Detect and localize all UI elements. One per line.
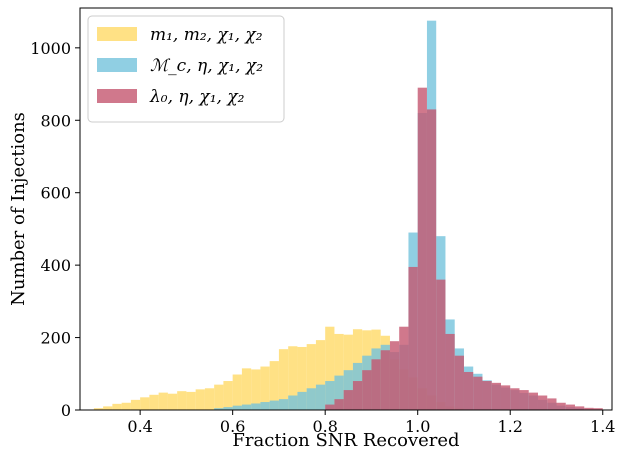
- histogram-bar: [352, 381, 363, 410]
- histogram-bar: [473, 376, 483, 410]
- y-tick-label: 800: [40, 111, 71, 130]
- histogram-bar: [204, 388, 215, 410]
- legend-swatch: [97, 58, 137, 72]
- histogram-bar: [260, 402, 270, 410]
- histogram-bar: [112, 403, 122, 410]
- histogram-bar: [500, 385, 511, 410]
- histogram-bar: [537, 395, 548, 410]
- histogram-bar: [121, 402, 131, 410]
- histogram-bar: [103, 406, 113, 410]
- histogram-bar: [547, 398, 557, 410]
- histogram-bar: [371, 359, 381, 410]
- histogram-bar: [288, 346, 298, 410]
- x-tick-label: 0.6: [220, 417, 245, 436]
- legend-label: m₁, m₂, χ₁, χ₂: [150, 25, 263, 45]
- legend-swatch: [97, 27, 137, 41]
- histogram-bar: [334, 399, 344, 410]
- histogram-bar: [325, 381, 335, 410]
- histogram-bar: [214, 408, 224, 410]
- histogram-bar: [278, 349, 289, 410]
- series-2-bars: [325, 87, 603, 411]
- histogram-bar: [362, 370, 372, 410]
- x-tick-label: 1.2: [497, 417, 522, 436]
- histogram-bar: [491, 382, 501, 410]
- histogram-bar: [325, 404, 335, 410]
- histogram-bar: [593, 408, 603, 410]
- histogram-bar: [288, 395, 298, 410]
- histogram-bar: [149, 394, 159, 410]
- x-tick-label: 1.0: [405, 417, 430, 436]
- histogram-bar: [306, 388, 316, 410]
- legend-label: λ₀, η, χ₁, χ₂: [149, 87, 245, 107]
- histogram-bar: [510, 388, 520, 410]
- histogram-bar: [565, 404, 575, 410]
- y-tick-label: 600: [40, 184, 71, 203]
- y-tick-label: 400: [40, 256, 71, 275]
- histogram-bar: [454, 355, 464, 410]
- histogram-bar: [417, 87, 427, 411]
- histogram-bar: [93, 408, 104, 410]
- legend-swatch: [97, 89, 137, 103]
- histogram-bar: [297, 391, 307, 410]
- histogram-bar: [241, 404, 252, 410]
- legend: m₁, m₂, χ₁, χ₂ ℳ_c, η, χ₁, χ₂ λ₀, η, χ₁, χ…: [87, 15, 285, 123]
- histogram-bar: [297, 346, 307, 410]
- histogram-bar: [334, 333, 344, 410]
- plot-frame: [79, 7, 613, 411]
- y-axis-label: Number of Injections: [8, 112, 29, 306]
- histogram-bar: [158, 392, 168, 410]
- histogram-bar: [177, 391, 187, 410]
- histogram-bar: [269, 400, 279, 410]
- histogram-bar: [130, 399, 141, 410]
- histogram-bar: [140, 397, 150, 410]
- histogram-bar: [232, 405, 242, 410]
- histogram-bar: [399, 326, 409, 410]
- histogram-bar: [186, 391, 196, 410]
- histogram-bar: [463, 371, 474, 410]
- histogram-bar: [251, 369, 261, 410]
- histogram-bar: [574, 406, 585, 410]
- histogram-bar: [325, 326, 335, 410]
- x-tick-label: 0.8: [312, 417, 337, 436]
- histogram-bar: [315, 340, 326, 410]
- histogram-bar: [389, 341, 400, 410]
- histogram-bar: [380, 350, 390, 410]
- histogram-bar: [167, 393, 178, 410]
- histogram-bar: [445, 333, 455, 410]
- histogram-bar: [436, 279, 446, 410]
- histogram-bar: [269, 361, 279, 410]
- x-tick-label: 0.4: [127, 417, 152, 436]
- bars-layer: [93, 20, 603, 411]
- histogram-bar: [232, 374, 242, 410]
- histogram-bar: [223, 407, 233, 410]
- y-tick-label: 0: [61, 401, 71, 420]
- histogram-bar: [251, 403, 261, 410]
- histogram-bar: [426, 109, 437, 411]
- histogram-bar: [315, 384, 326, 410]
- histogram-bar: [343, 390, 353, 410]
- y-tick-label: 200: [40, 329, 71, 348]
- histogram-bar: [306, 344, 316, 410]
- y-tick-label: 1000: [30, 39, 71, 58]
- histogram-bar: [241, 368, 252, 410]
- histogram-bar: [528, 392, 538, 410]
- histogram-bar: [260, 366, 270, 410]
- ticks-layer: 0.4 0.6 0.8 1.0 1.2 1.4 0 200 400 600 800 1000: [30, 39, 615, 436]
- histogram-bar: [214, 384, 224, 410]
- x-tick-label: 1.4: [590, 417, 615, 436]
- histogram-bar: [556, 402, 566, 410]
- histogram-bar: [519, 390, 529, 410]
- histogram-bar: [223, 381, 233, 410]
- histogram-bar: [195, 389, 205, 410]
- histogram-bar: [408, 266, 418, 410]
- x-axis-label: Fraction SNR Recovered: [232, 430, 459, 451]
- legend-label: ℳ_c, η, χ₁, χ₂: [150, 56, 263, 76]
- histogram-bar: [334, 375, 344, 410]
- histogram-bar: [482, 381, 492, 410]
- histogram-bar: [278, 399, 289, 410]
- histogram-bar: [584, 407, 594, 410]
